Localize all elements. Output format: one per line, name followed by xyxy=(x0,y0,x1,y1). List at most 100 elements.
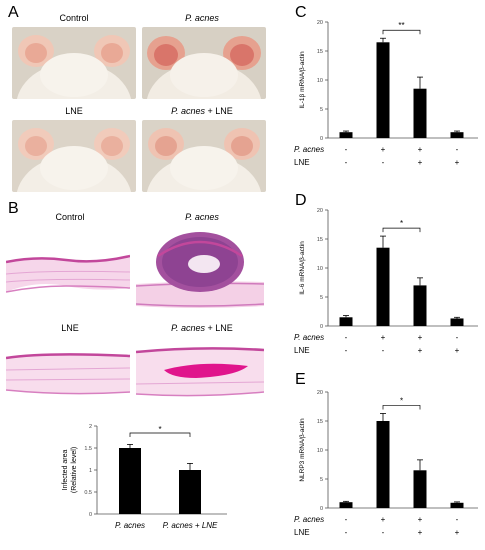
bar xyxy=(450,502,464,508)
photo-pacnes-mouse xyxy=(142,27,266,99)
treatment-sign: + xyxy=(418,528,423,537)
treatment-row-label: P. acnes xyxy=(294,145,324,154)
y-tick-label: 10 xyxy=(317,78,323,84)
significance-bracket xyxy=(382,29,421,35)
y-tick-label: 0 xyxy=(320,136,323,142)
treatment-sign: + xyxy=(455,528,460,537)
bar xyxy=(450,132,464,138)
treatment-sign: - xyxy=(456,145,459,154)
infected-area-chart: 0 0.5 1 1.5 2 Infected area (Relative level) P.… xyxy=(62,424,227,530)
x-category-label: P. acnes xyxy=(115,521,145,530)
panel-a-letter: A xyxy=(8,4,19,21)
treatment-row-label: LNE xyxy=(294,528,310,537)
treatment-sign: - xyxy=(382,346,385,355)
panel-b-letter: B xyxy=(8,200,19,217)
y-tick-label: 0.5 xyxy=(84,490,92,496)
treatment-sign: - xyxy=(382,158,385,167)
treatment-sign: + xyxy=(381,333,386,342)
significance-bracket xyxy=(382,227,421,233)
treatment-sign: + xyxy=(418,333,423,342)
y-axis-label: Infected area xyxy=(62,449,69,490)
y-axis-label: IL-6 mRNA/β-actin xyxy=(299,241,306,295)
histo-label-combo: P. acnes + LNE xyxy=(171,323,233,333)
photo-lne-mouse xyxy=(12,120,136,192)
bar xyxy=(376,42,390,138)
panel-e-letter: E xyxy=(295,371,306,388)
panel-d-letter: D xyxy=(295,192,307,209)
bar xyxy=(413,88,427,138)
bar xyxy=(376,421,390,508)
bar xyxy=(413,285,427,326)
bar xyxy=(119,448,141,514)
y-tick-label: 5 xyxy=(320,295,323,301)
treatment-sign: + xyxy=(418,515,423,524)
photo-control-mouse xyxy=(12,27,136,99)
bar xyxy=(376,247,390,326)
y-tick-label: 0 xyxy=(89,512,92,518)
y-tick-label: 0 xyxy=(320,506,323,512)
treatment-sign: - xyxy=(456,333,459,342)
treatment-sign: + xyxy=(455,158,460,167)
bar xyxy=(339,317,353,326)
y-axis-label: NLRP3 mRNA/β-actin xyxy=(299,418,306,482)
y-tick-label: 20 xyxy=(317,390,323,396)
y-tick-label: 10 xyxy=(317,448,323,454)
y-axis-label: IL-1β mRNA/β-actin xyxy=(299,51,306,109)
treatment-sign: - xyxy=(345,346,348,355)
treatment-sign: + xyxy=(418,346,423,355)
significance-marker: * xyxy=(158,425,161,434)
treatment-sign: - xyxy=(345,333,348,342)
treatment-sign: - xyxy=(345,528,348,537)
treatment-sign: + xyxy=(381,515,386,524)
y-tick-label: 1 xyxy=(89,468,92,474)
y-tick-label: 20 xyxy=(317,20,323,26)
treatment-sign: + xyxy=(455,346,460,355)
nlrp3-chart: 0 5 10 15 20 NLRP3 mRNA/β-actin * P. acnes - + + - L… xyxy=(294,390,478,537)
bar xyxy=(339,132,353,138)
photo-combo-mouse xyxy=(142,120,266,192)
significance-marker: ** xyxy=(398,21,404,30)
photo-label-lne: LNE xyxy=(65,106,83,116)
treatment-sign: - xyxy=(345,145,348,154)
histo-label-lne: LNE xyxy=(61,323,79,333)
treatment-sign: - xyxy=(345,515,348,524)
treatment-row-label: P. acnes xyxy=(294,333,324,342)
bar xyxy=(339,502,353,508)
significance-bracket xyxy=(129,432,191,437)
treatment-row-label: LNE xyxy=(294,346,310,355)
y-tick-label: 15 xyxy=(317,237,323,243)
treatment-sign: + xyxy=(418,158,423,167)
y-tick-label: 20 xyxy=(317,208,323,214)
il6-chart: 0 5 10 15 20 IL-6 mRNA/β-actin * P. acnes - + + - LN… xyxy=(294,208,478,355)
histology-control xyxy=(6,226,130,314)
histology-lne xyxy=(6,336,130,408)
bar xyxy=(450,318,464,326)
y-tick-label: 15 xyxy=(317,49,323,55)
y-tick-label: 5 xyxy=(320,477,323,483)
treatment-sign: - xyxy=(382,528,385,537)
photo-label-combo: P. acnes + LNE xyxy=(171,106,233,116)
histology-pacnes xyxy=(136,226,264,314)
treatment-sign: + xyxy=(418,145,423,154)
treatment-row-label: LNE xyxy=(294,158,310,167)
significance-bracket xyxy=(382,405,421,410)
y-axis-label: (Relative level) xyxy=(71,447,78,493)
y-tick-label: 1.5 xyxy=(84,446,92,452)
photo-label-control: Control xyxy=(59,13,89,23)
photo-label-pacnes: P. acnes xyxy=(185,13,219,23)
treatment-sign: - xyxy=(345,158,348,167)
bar xyxy=(179,470,201,514)
y-tick-label: 2 xyxy=(89,424,92,430)
bar xyxy=(413,470,427,508)
histology-combo xyxy=(136,336,264,408)
x-category-label: P. acnes + LNE xyxy=(163,521,218,530)
histo-label-control: Control xyxy=(55,212,85,222)
histo-label-pacnes: P. acnes xyxy=(185,212,219,222)
panel-c-letter: C xyxy=(295,4,307,21)
treatment-sign: - xyxy=(456,515,459,524)
significance-marker: * xyxy=(400,396,403,405)
y-tick-label: 15 xyxy=(317,419,323,425)
significance-marker: * xyxy=(400,219,403,228)
treatment-sign: + xyxy=(381,145,386,154)
y-tick-label: 10 xyxy=(317,266,323,272)
